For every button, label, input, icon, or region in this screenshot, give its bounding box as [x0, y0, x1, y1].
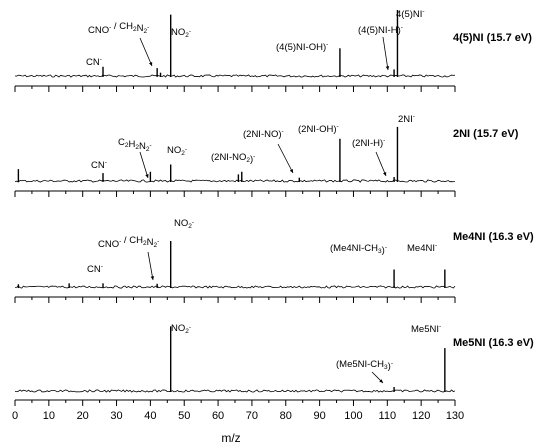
arrow-head — [379, 379, 383, 383]
peak-label: CN- — [86, 56, 102, 68]
x-tick-label: 80 — [280, 410, 292, 422]
x-tick-label: 60 — [212, 410, 224, 422]
annotation-arrow — [375, 151, 387, 177]
annotation-arrow — [382, 36, 389, 71]
x-tick-label: 100 — [344, 410, 362, 422]
peak-label: (2NI-NO)- — [243, 128, 284, 140]
annotation-arrow — [139, 151, 149, 179]
panel-3: Me4NI (16.3 eV) CN- CNO- / CH2N2- NO2- (Me4N… — [14, 218, 534, 303]
x-tick-label: 20 — [77, 410, 89, 422]
x-tick-label: 70 — [246, 410, 258, 422]
panel-1: 4(5)NI (15.7 eV) CN- CNO- / CH2N2- NO2- (4(5… — [14, 8, 532, 92]
panel-axis — [14, 85, 456, 92]
peak-label: (Me5NI-CH3)- — [336, 359, 393, 372]
arrow-head — [145, 174, 149, 178]
peak-label: 2NI- — [398, 113, 415, 125]
peak-label: NO2- — [167, 145, 187, 157]
arrow-head — [148, 62, 153, 66]
annotation-arrow — [147, 251, 154, 281]
panel-title: Me5NI (16.3 eV) — [453, 337, 534, 349]
panel-4: Me5NI (16.3 eV) NO2- (Me5NI-CH3)- Me5NI- — [14, 323, 534, 406]
x-tick-label: 90 — [313, 410, 325, 422]
peak-label: NO2- — [174, 218, 194, 230]
arrow-head — [385, 66, 390, 70]
peak-label: Me4NI- — [407, 242, 437, 254]
x-tick-label: 130 — [446, 410, 464, 422]
panel-title: 2NI (15.7 eV) — [453, 128, 519, 140]
panel-2: 2NI (15.7 eV) CN- C2H2N2- NO2- (2NI-NO2)- (2N… — [14, 113, 519, 197]
peak-label: (2NI-OH)- — [298, 123, 339, 135]
peak-label: (2NI-NO2)- — [211, 152, 255, 165]
peak-label: (4(5)NI-H)- — [358, 24, 403, 36]
peak-label: CNO- / CH2N2- — [88, 21, 149, 36]
arrow-head — [383, 172, 387, 176]
panel-axis — [14, 399, 456, 406]
x-axis-label: m/z — [221, 431, 240, 445]
x-tick-label: 0 — [12, 410, 18, 422]
x-tick-label: 30 — [110, 410, 122, 422]
panel-title: Me4NI (16.3 eV) — [453, 231, 534, 243]
panel-axis — [14, 190, 456, 197]
peak-label: NO2- — [171, 323, 191, 335]
x-tick-label: 10 — [43, 410, 55, 422]
peak-label: CN- — [87, 263, 103, 275]
x-axis: 0 10 20 30 40 50 60 70 80 90 100 110 120 130 — [12, 410, 464, 422]
peak-label: NO2- — [171, 27, 191, 39]
x-tick-label: 50 — [178, 410, 190, 422]
annotation-arrow — [277, 143, 294, 174]
peak-label: (4(5)NI-OH)- — [276, 41, 328, 53]
peak-label: CN- — [91, 159, 107, 171]
spectrum-baseline — [14, 74, 456, 78]
x-tick-label: 110 — [379, 410, 397, 422]
spectrum-baseline — [14, 285, 456, 289]
peak-label: 4(5)NI- — [396, 8, 425, 20]
peak-label: (2NI-H)- — [352, 137, 385, 149]
spectrum-baseline — [14, 179, 456, 183]
peak-label: C2H2N2- — [118, 137, 152, 153]
spectrum-baseline — [14, 389, 456, 393]
x-tick-label: 40 — [144, 410, 156, 422]
panel-axis — [14, 296, 456, 303]
spectra-panels: 4(5)NI (15.7 eV) CN- CNO- / CH2N2- NO2- (4(5… — [14, 8, 534, 406]
annotation-arrow — [139, 37, 153, 67]
peak-label: (Me4NI-CH3)- — [330, 243, 387, 256]
x-tick-label: 120 — [412, 410, 430, 422]
panel-title: 4(5)NI (15.7 eV) — [453, 32, 532, 44]
arrow-head — [150, 276, 155, 280]
peak-label: CNO- / CH2N2- — [98, 235, 159, 250]
peak-label: Me5NI- — [411, 323, 441, 335]
arrow-head — [289, 169, 293, 173]
